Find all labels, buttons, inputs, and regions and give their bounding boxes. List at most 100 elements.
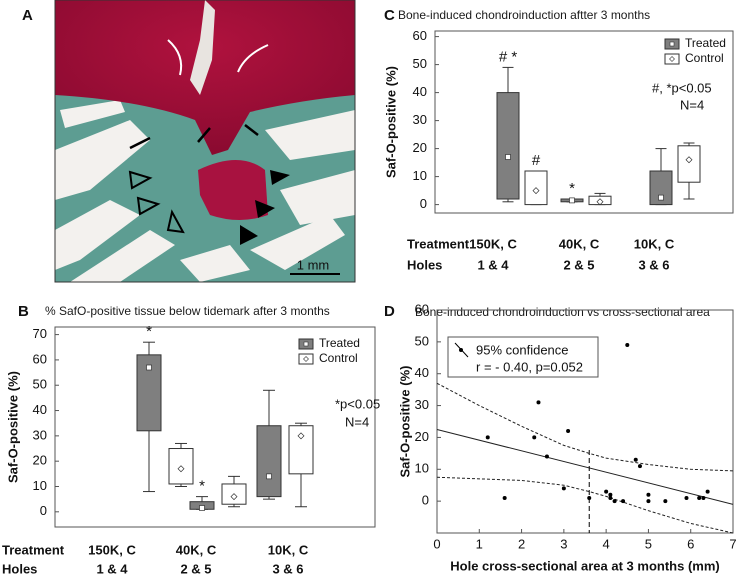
y-tick-label: 60 (33, 351, 47, 366)
chart-title: % SafO-positive tissue below tidemark af… (45, 304, 330, 318)
holes-label: 2 & 5 (180, 561, 211, 576)
y-tick-label: 30 (415, 397, 429, 412)
y-tick-label: 0 (422, 493, 429, 508)
data-point (646, 492, 651, 497)
row-label: Holes (407, 257, 442, 272)
legend-dot (459, 348, 463, 352)
box (649, 170, 673, 206)
x-tick-label: 0 (433, 536, 440, 551)
crack (190, 0, 215, 95)
data-point (612, 499, 617, 504)
data-point (646, 499, 651, 504)
stat-text: r = - 0.40, p=0.052 (476, 359, 583, 374)
box (136, 354, 162, 432)
mean-marker (685, 156, 693, 164)
category-label: 150K, C (469, 236, 517, 251)
legend-label: Treated (319, 336, 360, 350)
y-tick-label: 50 (33, 377, 47, 392)
data-point (587, 495, 592, 500)
y-tick-label: 60 (413, 28, 427, 43)
box (496, 92, 520, 200)
x-tick-label: 4 (603, 536, 610, 551)
scale-bar-label: 1 mm (297, 257, 330, 272)
row-label: Treatment (2, 542, 65, 557)
y-tick-label: 30 (33, 427, 47, 442)
mean-marker (177, 465, 185, 473)
panel-label: C (384, 7, 395, 24)
box (256, 425, 282, 498)
panel-label: D (384, 303, 395, 320)
regression-line (436, 428, 734, 505)
holes-label: 3 & 6 (638, 257, 669, 272)
category-label: 40K, C (559, 236, 600, 251)
y-axis-label: Saf-O-positive (%) (397, 366, 412, 478)
significance-label: # * (499, 48, 518, 65)
data-point (701, 495, 706, 500)
row-label: Holes (2, 561, 37, 576)
open-arrowheads (128, 170, 185, 234)
y-tick-label: 70 (33, 326, 47, 341)
mean-marker (505, 154, 511, 160)
x-tick-label: 7 (729, 536, 736, 551)
category-label: 40K, C (176, 542, 217, 557)
data-point (561, 486, 566, 491)
y-tick-label: 10 (413, 168, 427, 183)
y-tick-label: 50 (413, 56, 427, 71)
legend-label: 95% confidence (476, 342, 569, 357)
y-tick-label: 30 (413, 112, 427, 127)
row-label: Treatment (407, 236, 470, 251)
y-tick-label: 40 (415, 365, 429, 380)
mean-marker (297, 432, 305, 440)
plot-frame (54, 326, 376, 528)
x-tick-label: 5 (645, 536, 652, 551)
panel-label: A (22, 7, 33, 24)
data-point (705, 489, 710, 494)
legend-box (447, 336, 599, 378)
data-point (633, 457, 638, 462)
y-tick-label: 0 (40, 503, 47, 518)
significance-label: # (532, 152, 541, 169)
x-tick-label: 2 (518, 536, 525, 551)
data-point (608, 495, 613, 500)
x-tick-label: 3 (560, 536, 567, 551)
stat-note: N=4 (345, 414, 369, 429)
y-tick-label: 40 (413, 84, 427, 99)
data-point (608, 492, 613, 497)
mean-marker (658, 194, 664, 201)
stat-note: N=4 (680, 97, 704, 112)
data-point (566, 429, 571, 434)
data-point (536, 400, 541, 405)
bone-regions (55, 100, 355, 282)
y-tick-label: 20 (33, 453, 47, 468)
arrows (129, 124, 259, 150)
data-point (625, 343, 630, 348)
box (677, 145, 701, 183)
legend-marker (669, 41, 675, 47)
x-axis-label: Hole cross-sectional area at 3 months (m… (450, 558, 719, 573)
data-point (663, 499, 668, 504)
significance-label: * (146, 323, 152, 340)
y-tick-label: 0 (420, 196, 427, 211)
mean-marker (199, 505, 205, 511)
y-tick-label: 10 (33, 478, 47, 493)
mean-marker (532, 187, 540, 195)
legend-label: Treated (685, 36, 726, 50)
chart-title: Bone-induced chondroinduction aftter 3 m… (398, 8, 650, 22)
stat-note: #, *p<0.05 (652, 80, 712, 95)
category-label: 10K, C (268, 542, 309, 557)
mean-marker (230, 493, 238, 501)
y-tick-label: 60 (415, 301, 429, 316)
curved-arrows (167, 39, 269, 76)
mean-marker (596, 198, 604, 206)
y-tick-label: 20 (413, 140, 427, 155)
legend-label: Control (319, 351, 358, 365)
panel-label: B (18, 303, 29, 320)
data-point (621, 499, 626, 504)
category-label: 10K, C (634, 236, 675, 251)
mean-marker (266, 473, 272, 480)
category-label: 150K, C (88, 542, 136, 557)
data-point (544, 454, 549, 459)
data-point (502, 495, 507, 500)
arrowheads (240, 170, 290, 245)
